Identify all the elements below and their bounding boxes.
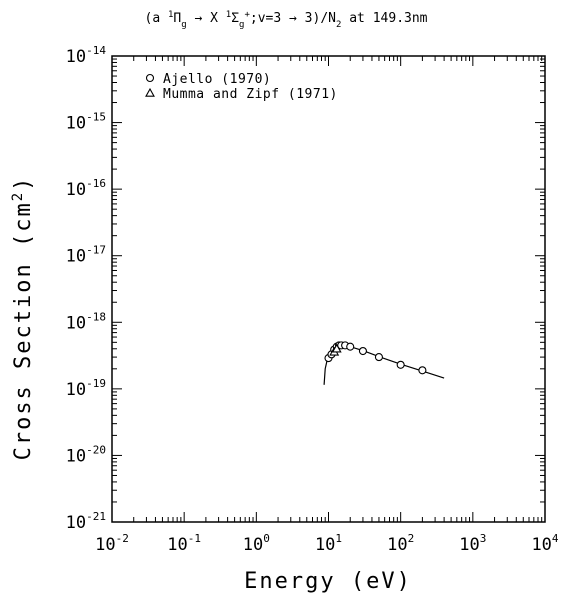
chart-title-part: → X (187, 11, 226, 26)
legend-entry-label: Ajello (1970) (163, 72, 271, 87)
plot-frame-rect (111, 55, 546, 523)
data-point-circle (396, 360, 405, 369)
chart-title-part: ;v=3 → 3)/N (250, 11, 336, 26)
y-tick-label-exp: -16 (86, 177, 106, 190)
y-tick-label-exp: -19 (86, 377, 106, 390)
x-axis-label: Energy (eV) (244, 569, 412, 594)
chart-title-part: (a (145, 11, 168, 26)
y-tick-label: 10-15 (66, 111, 106, 134)
x-tick-label-base: 10 (315, 535, 335, 555)
x-tick-label: 10-1 (167, 532, 201, 555)
y-tick-label: 10-16 (66, 177, 106, 200)
y-tick-label-base: 10 (66, 380, 86, 400)
data-point-circle (358, 346, 367, 356)
x-tick-label: 10-2 (95, 532, 129, 555)
x-tick-label: 103 (459, 532, 486, 555)
y-tick-label-base: 10 (66, 446, 86, 466)
x-tick-label-exp: 1 (335, 532, 342, 545)
data-markers (324, 341, 427, 375)
y-tick-label-exp: -20 (86, 443, 106, 456)
y-tick-label-exp: -18 (86, 310, 106, 323)
y-tick-label-exp: -17 (86, 244, 106, 257)
y-axis-label-part: 2 (10, 191, 26, 201)
y-tick-label-base: 10 (66, 114, 86, 134)
chart-title-part: 1 (226, 10, 231, 20)
data-point-circle (418, 366, 427, 375)
x-tick-label-exp: 4 (552, 532, 559, 545)
x-tick-label: 100 (243, 532, 270, 555)
y-tick-label: 10-18 (66, 310, 106, 333)
x-tick-label-exp: -1 (188, 532, 201, 545)
y-tick-label: 10-20 (66, 443, 106, 466)
x-tick-label-base: 10 (459, 535, 479, 555)
chart-title: (a 1Πg → X 1Σg+;v=3 → 3)/N2 at 149.3nm (145, 10, 428, 30)
x-tick-label-base: 10 (243, 535, 263, 555)
x-tick-label: 102 (387, 532, 414, 555)
y-tick-label-base: 10 (66, 513, 86, 533)
y-tick-label-exp: -21 (86, 510, 106, 523)
y-tick-label: 10-19 (66, 377, 106, 400)
data-point-triangle (331, 343, 342, 353)
data-point-circle (374, 353, 383, 362)
chart-title-part: 1 (168, 10, 173, 20)
axis-tick-labels: 10-2 10-1 100 101 102 103 10410-2110-2010-1910… (66, 44, 559, 555)
axis-ticks (111, 55, 546, 523)
y-tick-label-exp: -14 (86, 44, 106, 57)
legend-entry-label: Mumma and Zipf (1971) (163, 87, 338, 102)
x-tick-label-exp: 3 (480, 532, 487, 545)
chart-title-part: g (181, 20, 186, 30)
x-tick-label-exp: -2 (116, 532, 129, 545)
legend-marker-circle (145, 73, 155, 83)
y-axis-label: Cross Section (cm2) (10, 176, 36, 461)
x-tick-label-exp: 0 (263, 532, 270, 545)
legend-marker-triangle (145, 87, 155, 97)
x-tick-label-exp: 2 (408, 532, 415, 545)
x-tick-label-base: 10 (387, 535, 407, 555)
y-tick-label: 10-14 (66, 44, 107, 67)
plot-frame (111, 55, 546, 523)
y-tick-label-base: 10 (66, 180, 86, 200)
y-axis-label-part: Cross Section (cm (11, 201, 36, 460)
chart-title-part: 2 (336, 20, 341, 30)
fit-curve-group (323, 344, 445, 385)
x-tick-label-base: 10 (95, 535, 115, 555)
chart-title-part: g (239, 20, 244, 30)
chart-title-part: at 149.3nm (341, 11, 427, 26)
x-tick-label-base: 10 (531, 535, 551, 555)
y-tick-label-base: 10 (66, 313, 86, 333)
x-tick-label-base: 10 (167, 535, 187, 555)
fit-curve-line (323, 344, 445, 385)
data-point-circle (346, 342, 355, 351)
y-tick-label: 10-17 (66, 244, 106, 267)
chart-title-part: + (244, 10, 250, 20)
legend: Ajello (1970)Mumma and Zipf (1971) (145, 72, 338, 102)
chart-title-part: Π (173, 11, 181, 26)
y-tick-label-exp: -15 (86, 111, 106, 124)
y-tick-label-base: 10 (66, 47, 86, 67)
x-tick-label: 104 (531, 532, 558, 555)
y-axis-label-part: ) (11, 176, 36, 191)
chart-title-part: Σ (231, 11, 239, 26)
x-tick-label: 101 (315, 532, 342, 555)
y-tick-label-base: 10 (66, 247, 86, 267)
y-tick-label: 10-21 (66, 510, 106, 533)
